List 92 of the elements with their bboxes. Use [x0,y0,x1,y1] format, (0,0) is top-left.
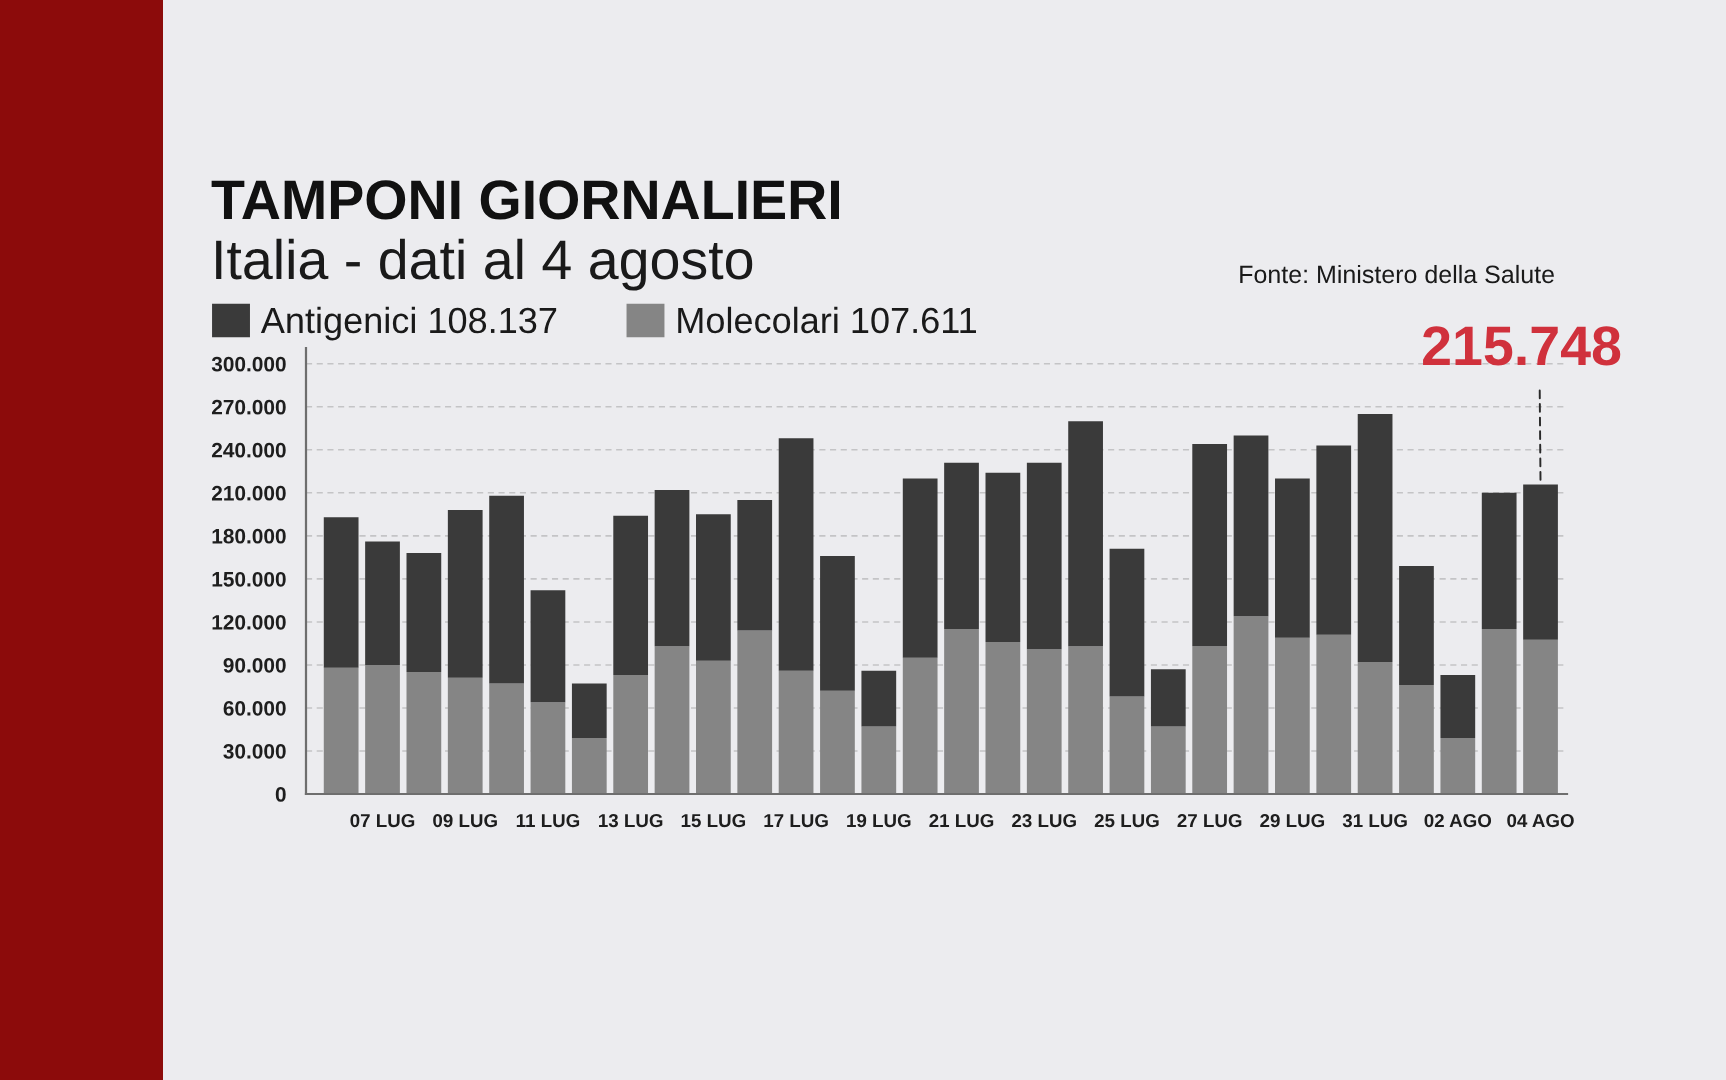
bar [1233,435,1269,617]
source-note: Fonte: Ministero della Salute [1240,264,1554,284]
bar [530,590,566,703]
bar [1109,548,1145,697]
y-tick-label: 0 [275,787,286,802]
bar [737,500,773,631]
bar [861,670,897,727]
bar [778,438,814,671]
x-tick-label: 23 LUG [1012,813,1076,828]
y-tick-label: 240.000 [211,442,286,458]
bar [654,646,690,794]
bar [530,702,566,794]
bar [323,517,359,668]
x-tick-label: 21 LUG [929,813,994,828]
bar [571,683,607,739]
legend-label: Antigenici 108.137 [260,306,557,341]
bar [1523,484,1558,640]
y-tick-label: 60.000 [223,700,286,716]
bar [323,667,359,794]
bar [1357,662,1393,794]
y-tick-label: 150.000 [212,571,286,587]
x-tick-label: 11 LUG [516,813,580,828]
bar [778,670,814,794]
bar [447,510,483,678]
bar [1399,565,1434,686]
x-tick-label: 15 LUG [681,813,746,828]
bar [654,489,690,647]
x-tick-label: 17 LUG [764,813,828,828]
bar [861,726,897,794]
bar [737,630,773,794]
bar [1068,421,1103,647]
bar [1316,445,1352,635]
x-tick-label: 09 LUG [433,813,497,828]
bar [1316,634,1352,794]
bar [571,738,607,794]
bar [1481,492,1517,630]
bar [902,478,938,658]
bar [489,683,524,794]
bar [1481,629,1517,794]
bar [820,555,855,691]
bar [1026,649,1062,794]
bar [985,472,1021,642]
bar [406,672,442,794]
x-tick-label: 25 LUG [1094,813,1159,828]
x-tick-label: 02 AGO [1424,813,1492,828]
chart-subtitle: Italia - dati al 4 agosto [216,238,753,291]
x-tick-label: 13 LUG [599,813,663,828]
bar [696,660,731,794]
legend-label: Molecolari 107.611 [678,306,976,334]
bar [1026,462,1062,650]
x-tick-label: 27 LUG [1177,813,1242,828]
bar [902,657,938,794]
x-tick-label: 29 LUG [1260,813,1325,828]
bar [696,514,731,661]
x-tick-label: 04 AGO [1507,813,1574,828]
annotation: 215.748 [1423,326,1621,366]
bar [1233,616,1269,794]
x-tick-label: 31 LUG [1342,813,1407,828]
bar [944,462,979,630]
bar [1523,639,1558,794]
bar [1357,413,1393,663]
bar [1440,674,1476,739]
bar [1440,738,1476,794]
bar [365,541,400,665]
bar [613,674,649,794]
x-tick-label: 07 LUG [350,813,415,828]
x-tick-label: 19 LUG [847,813,911,828]
bar [447,677,483,794]
y-tick-label: 210.000 [211,485,286,501]
bar [489,495,524,684]
bar [365,664,400,794]
y-tick-label: 180.000 [212,528,286,544]
y-tick-label: 270.000 [211,399,286,415]
bar [1109,696,1145,794]
bar [1150,669,1186,727]
bar [1068,646,1103,794]
bar [1192,444,1228,647]
bar [406,553,442,673]
bar [613,515,649,675]
bar [820,690,855,794]
bar [1150,726,1186,794]
bar [1399,685,1434,794]
bar [1192,646,1228,794]
bar [985,641,1021,794]
bar [1275,637,1310,794]
y-tick-label: 30.000 [223,743,286,759]
y-tick-label: 120.000 [212,614,286,630]
chart-title: TAMPONI GIORNALIERI [211,180,839,220]
y-tick-label: 90.000 [223,657,286,673]
y-tick-label: 300.000 [211,356,286,372]
bar [944,629,979,794]
bar [1275,478,1310,638]
